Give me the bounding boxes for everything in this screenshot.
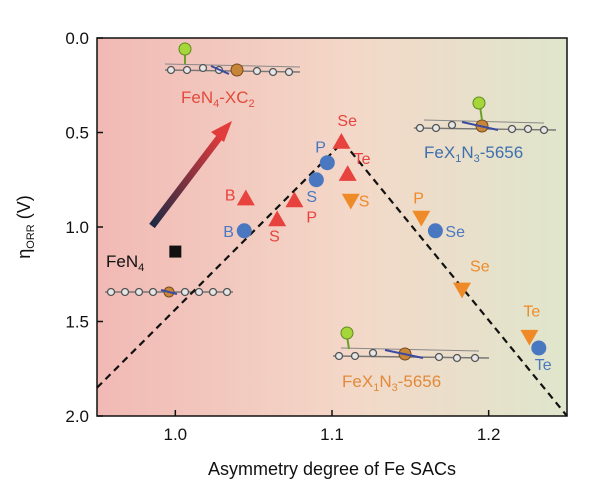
point-label-p: P (315, 140, 326, 157)
triangle-down-marker-te (520, 329, 539, 346)
fex1n3-blue-label-a: FeX (424, 143, 455, 162)
y-tick-label: 1.0 (65, 218, 89, 237)
x-tick-label: 1.1 (320, 425, 344, 444)
circle-marker-b (236, 223, 252, 239)
y-tick-label: 0.0 (65, 29, 89, 48)
triangle-down-marker-se (453, 282, 472, 299)
circle-marker-s (308, 172, 324, 188)
fen4-xc2-label-a: FeN (181, 88, 213, 107)
triangle-down-marker-s (341, 193, 360, 210)
point-label-p: P (306, 210, 317, 227)
point-label-b: B (223, 224, 234, 241)
fex1n3-blue-structure-illustration (413, 96, 557, 135)
y-axis-title: ηORR (V) (14, 195, 37, 258)
fex1n3-blue-label-c: N (461, 143, 473, 162)
point-label-se: Se (470, 258, 490, 275)
fex1n3-blue-label: FeX1N3-5656 (424, 143, 523, 165)
y-axis-title-unit: (V) (14, 195, 34, 224)
fen4-xc2-structure-illustration (164, 42, 301, 77)
fex1n3-orange-structure-illustration (332, 326, 490, 363)
y-tick-label: 1.5 (65, 313, 89, 332)
circle-marker-p (319, 155, 335, 171)
fen4-label-main: FeN (106, 252, 138, 271)
circle-marker-se (427, 223, 443, 239)
triangle-up-marker-s (268, 210, 287, 227)
point-label-se: Se (337, 113, 357, 130)
fex1n3-orange-label-d: 3 (392, 382, 398, 394)
point-label-s: S (359, 194, 370, 211)
fex1n3-orange-label-c: N (379, 372, 391, 391)
fen4-structure-illustration (105, 286, 233, 298)
fen4-label: FeN4 (106, 252, 144, 274)
fex1n3-orange-label-e: -5656 (398, 372, 441, 391)
y-tick-label: 2.0 (65, 407, 89, 426)
svg-text:ηORR (V): ηORR (V) (14, 195, 37, 258)
triangle-up-marker-se (332, 132, 351, 149)
triangle-down-marker-p (412, 210, 431, 227)
fen4-xc2-label: FeN4-XC2 (181, 88, 255, 110)
fex1n3-blue-label-b: 1 (455, 153, 461, 165)
point-label-te: Te (354, 151, 371, 168)
fen4-xc2-label-c: -XC (219, 88, 248, 107)
triangle-up-marker-te (338, 165, 357, 181)
point-label-te: Te (523, 304, 540, 321)
triangle-up-marker-p (285, 191, 304, 208)
triangle-up-marker-b (236, 189, 255, 206)
trend-arrow (149, 121, 232, 229)
square-marker-fen4 (169, 245, 182, 258)
y-axis-title-subscript: ORR (25, 224, 37, 249)
fex1n3-orange-label: FeX1N3-5656 (342, 372, 441, 394)
point-label-se: Se (445, 224, 465, 241)
plot-area (97, 38, 567, 416)
point-label-te: Te (535, 357, 552, 374)
fen4-xc2-label-d: 2 (249, 98, 255, 110)
point-label-s: S (269, 228, 280, 245)
fex1n3-blue-label-d: 3 (474, 153, 480, 165)
y-axis-title-symbol: η (14, 249, 34, 259)
point-label-b: B (225, 188, 236, 205)
fex1n3-orange-label-b: 1 (373, 382, 379, 394)
x-axis-title: Asymmetry degree of Fe SACs (208, 459, 456, 479)
x-tick-label: 1.0 (164, 425, 188, 444)
fen4-xc2-label-b: 4 (213, 98, 219, 110)
circle-marker-te (531, 340, 547, 356)
y-tick-label: 0.5 (65, 124, 89, 143)
point-label-s: S (306, 189, 317, 206)
fex1n3-orange-label-a: FeX (342, 372, 373, 391)
x-tick-label: 1.2 (477, 425, 501, 444)
fex1n3-blue-label-e: -5656 (480, 143, 523, 162)
fen4-label-sub: 4 (138, 262, 144, 274)
point-label-p: P (413, 191, 424, 208)
